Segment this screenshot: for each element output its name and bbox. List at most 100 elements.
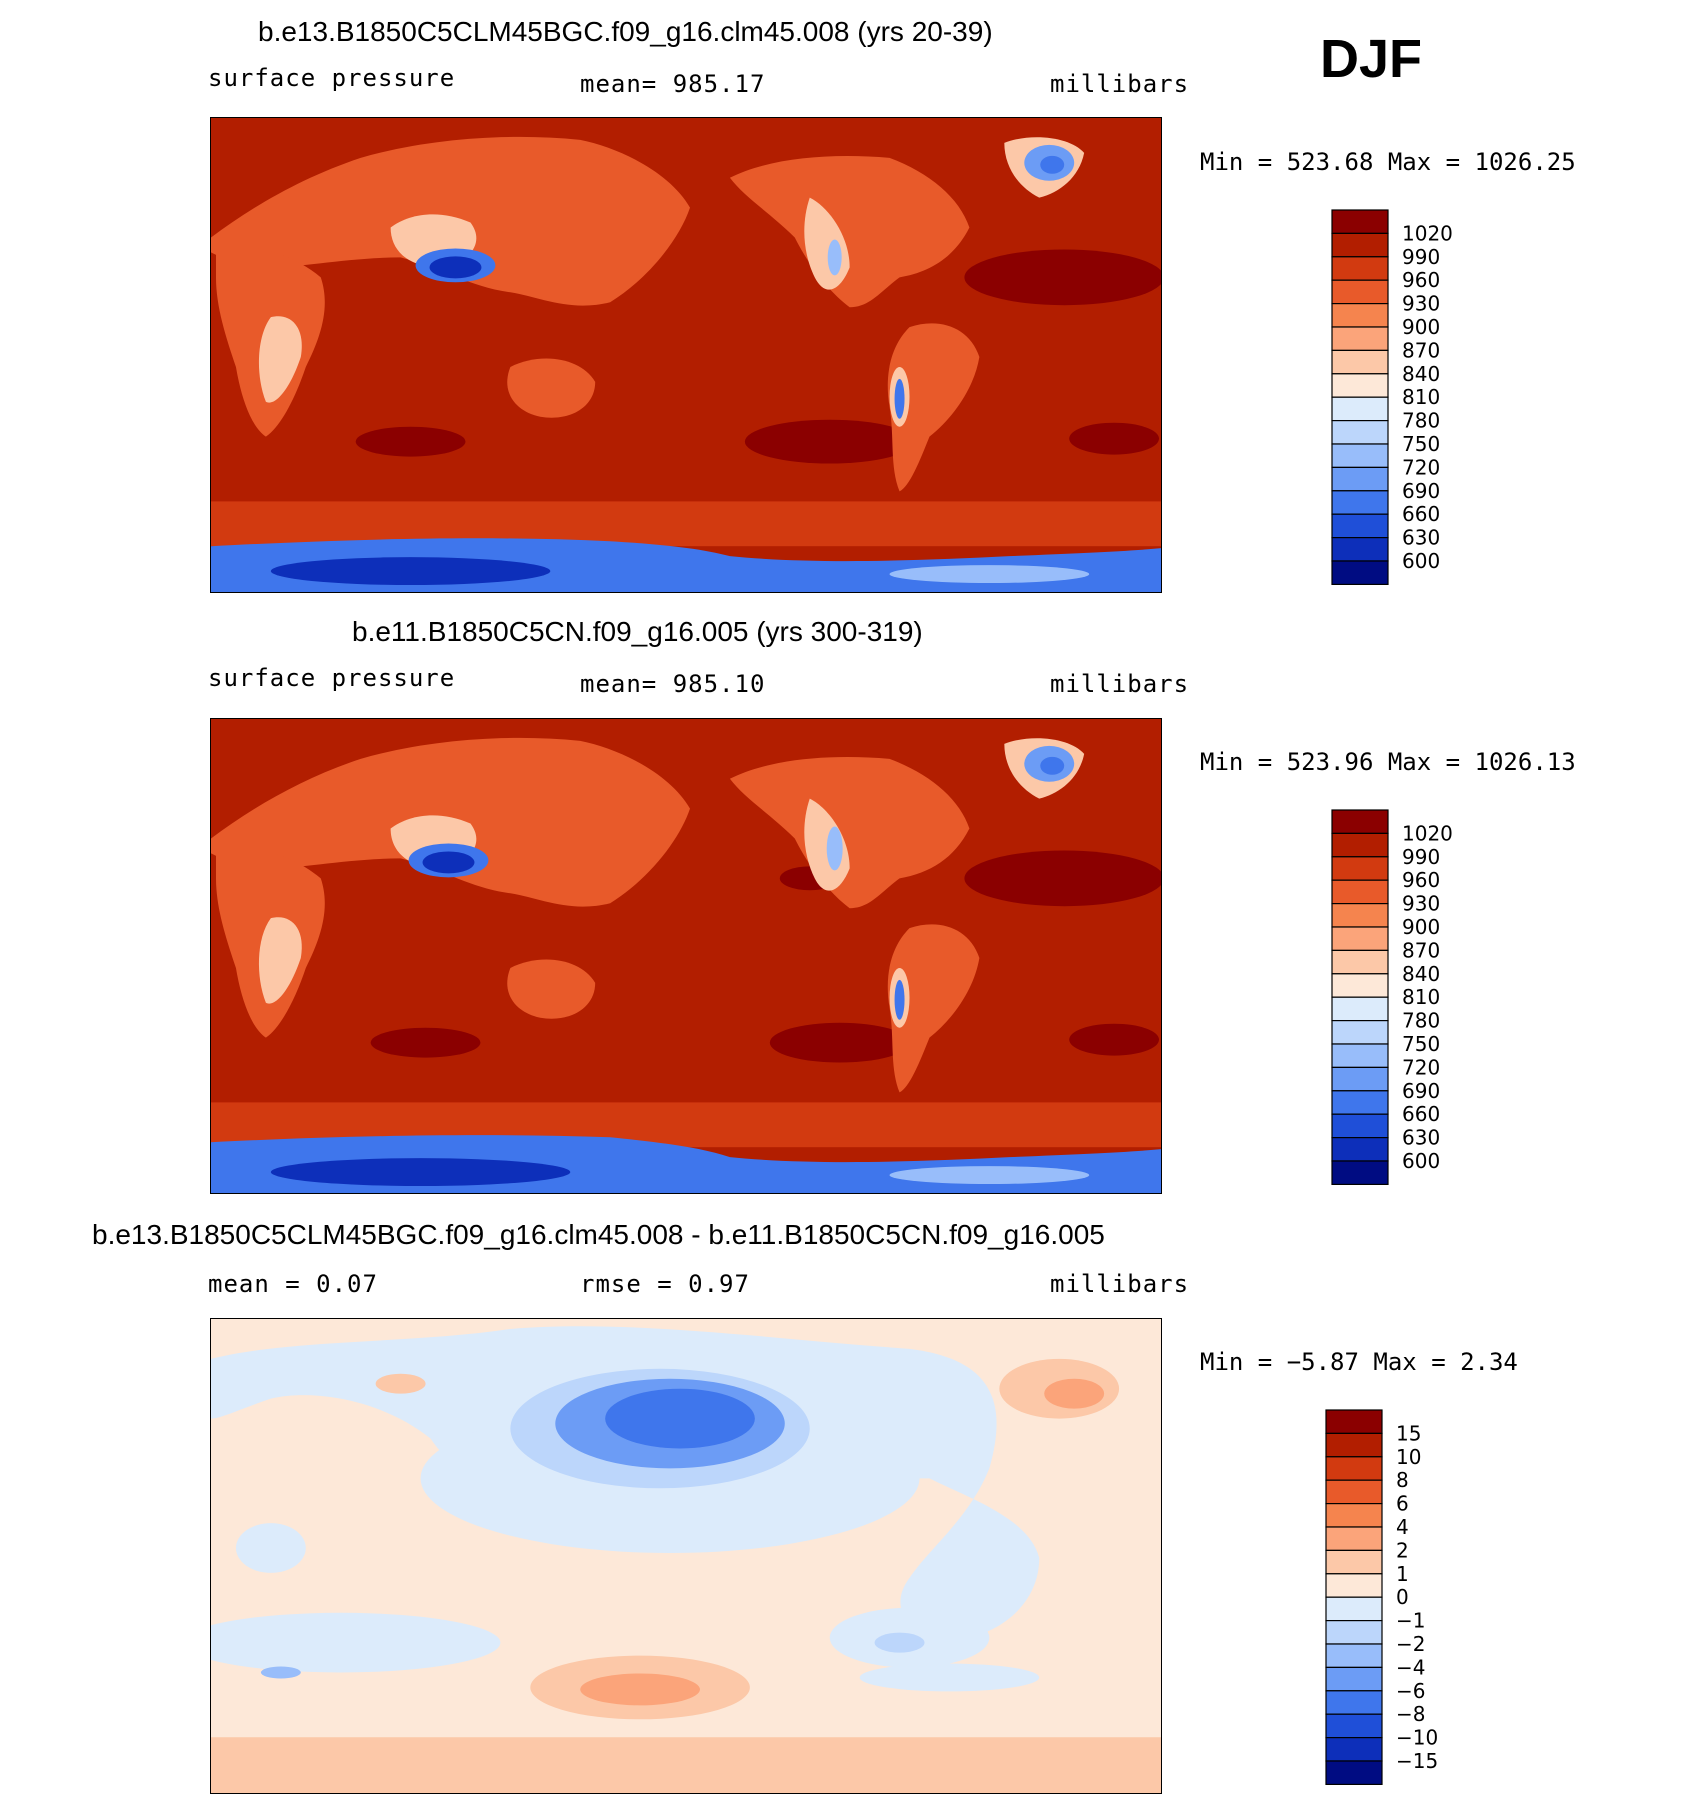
colorbar-label: 840	[1402, 962, 1440, 986]
colorbar-label: 600	[1402, 1149, 1440, 1173]
antarctic-ice-core	[270, 557, 551, 586]
colorbar-box	[1325, 1479, 1383, 1505]
colorbar-box	[1325, 1737, 1383, 1762]
colorbar-box	[1325, 1643, 1383, 1668]
colorbar-label: 690	[1402, 1079, 1440, 1103]
antarctic-ice-core	[270, 1158, 571, 1187]
colorbar-label: 600	[1402, 549, 1440, 573]
colorbar-label: −6	[1396, 1679, 1425, 1703]
panel-1-variable-label: surface pressure	[208, 64, 456, 92]
colorbar-box	[1331, 466, 1389, 492]
diff-negative-mid	[874, 1632, 925, 1653]
colorbar-box	[1331, 996, 1389, 1022]
colorbar-box	[1331, 973, 1389, 998]
high-pressure-cell	[370, 1027, 481, 1058]
colorbar-box	[1331, 349, 1389, 375]
colorbar-label: 690	[1402, 479, 1440, 503]
land-north-america	[729, 156, 970, 308]
high-pressure-cell	[1069, 1023, 1160, 1056]
colorbar-box	[1331, 443, 1389, 468]
panel-3-mean-label: mean = 0.07	[208, 1270, 378, 1298]
panel-1-minmax: Min = 523.68 Max = 1026.25	[1200, 148, 1576, 176]
colorbar-label: −1	[1396, 1609, 1425, 1633]
high-pressure-cell	[744, 419, 915, 464]
panel-1-colorbar: 1020 990 960 930 900 870 840 810 780 750 720 690 660…	[1331, 209, 1502, 585]
colorbar-label: 870	[1402, 338, 1440, 362]
colorbar-label: −15	[1396, 1749, 1438, 1773]
colorbar-label: 8	[1396, 1468, 1409, 1492]
colorbar-box	[1325, 1596, 1383, 1622]
land-rockies-low	[826, 826, 843, 871]
panel-2-title: b.e11.B1850C5CN.f09_g16.005 (yrs 300-319…	[352, 616, 923, 647]
colorbar-box	[1325, 1526, 1383, 1551]
panel-1-mean-label: mean= 985.17	[580, 70, 766, 98]
panel-1-units-label: millibars	[1050, 70, 1190, 98]
colorbar-box	[1325, 1690, 1383, 1715]
colorbar-box	[1331, 1043, 1389, 1068]
colorbar-box	[1331, 279, 1389, 305]
diff-positive	[375, 1373, 426, 1394]
surface-pressure-map-1	[211, 118, 1161, 592]
high-pressure-cell	[964, 249, 1161, 306]
antarctic-ice-edge	[889, 565, 1090, 584]
colorbar-box	[1331, 373, 1389, 398]
colorbar-box	[1331, 856, 1389, 881]
panel-3-map	[210, 1318, 1162, 1794]
greenland-ice-core	[1040, 155, 1065, 174]
colorbar-label: 720	[1402, 455, 1440, 479]
tibet-low-pressure-core	[429, 256, 482, 279]
colorbar-label: 900	[1402, 315, 1440, 339]
colorbar-box	[1325, 1409, 1383, 1434]
colorbar-box	[1331, 396, 1389, 422]
diff-negative-light	[235, 1523, 306, 1573]
colorbar-box	[1331, 1160, 1389, 1185]
colorbar-box	[1331, 513, 1389, 539]
colorbar-box	[1325, 1432, 1383, 1458]
colorbar-box	[1331, 1090, 1389, 1115]
land-australia	[507, 959, 596, 1019]
land-andes-low	[894, 979, 905, 1020]
colorbar-box	[1331, 490, 1389, 515]
colorbar-1: 1020990960930900870840810780750720690660…	[1331, 209, 1453, 585]
colorbar-label: 15	[1396, 1421, 1421, 1445]
colorbar-box	[1325, 1456, 1383, 1481]
colorbar-label: 990	[1402, 245, 1440, 269]
panel-2-colorbar: 1020 990 960 930 900 870 840 810 780 750 720 690 660…	[1331, 809, 1502, 1185]
land-australia	[507, 358, 596, 418]
colorbar-box	[1325, 1713, 1383, 1739]
colorbar-label: 810	[1402, 985, 1440, 1009]
colorbar-box	[1331, 1066, 1389, 1092]
colorbar-label: 720	[1402, 1055, 1440, 1079]
colorbar-label: 780	[1402, 409, 1440, 433]
land-andes-low	[894, 378, 905, 419]
southern-ocean-band	[211, 501, 1161, 547]
high-pressure-cell	[769, 1022, 910, 1063]
diff-positive-strong	[580, 1673, 700, 1706]
colorbar-label: 1020	[1402, 221, 1453, 245]
colorbar-box	[1325, 1502, 1383, 1528]
panel-2-minmax: Min = 523.96 Max = 1026.13	[1200, 748, 1576, 776]
colorbar-label: −10	[1396, 1726, 1438, 1750]
colorbar-label: 930	[1402, 892, 1440, 916]
panel-3-units-label: millibars	[1050, 1270, 1190, 1298]
colorbar-box	[1331, 1113, 1389, 1139]
colorbar-label: −2	[1396, 1632, 1425, 1656]
panel-2-variable-label: surface pressure	[208, 664, 456, 692]
colorbar-box	[1331, 1137, 1389, 1162]
panel-1-map	[210, 117, 1162, 593]
colorbar-label: 660	[1402, 1102, 1440, 1126]
colorbar-box	[1331, 420, 1389, 445]
colorbar-label: 10	[1396, 1445, 1421, 1469]
colorbar-box	[1331, 832, 1389, 858]
colorbar-label: 2	[1396, 1538, 1409, 1562]
colorbar-box	[1325, 1549, 1383, 1575]
colorbar-label: 6	[1396, 1492, 1409, 1516]
high-pressure-cell	[355, 426, 466, 457]
greenland-ice-core	[1040, 756, 1065, 775]
colorbar-label: 840	[1402, 362, 1440, 386]
colorbar-label: 810	[1402, 385, 1440, 409]
colorbar-label: 750	[1402, 1032, 1440, 1056]
panel-3-colorbar: 15 10 8 6 4 2 1 0 −1 −2 −4 −6 −8 −10 −15	[1325, 1409, 1496, 1785]
colorbar-label: 780	[1402, 1009, 1440, 1033]
